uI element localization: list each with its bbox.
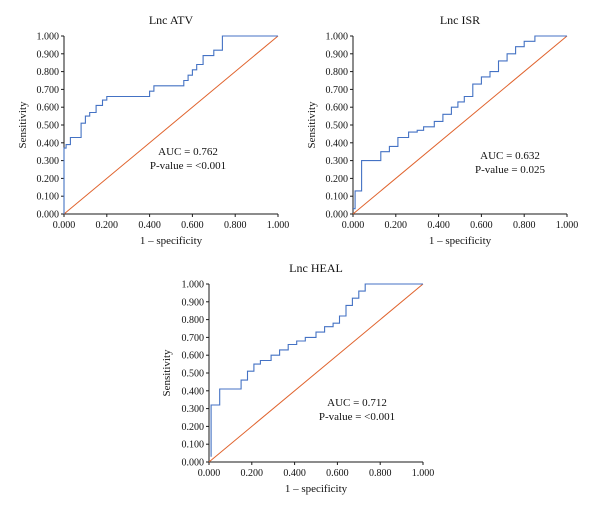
y-axis-label: Sensitivity (161, 349, 173, 397)
y-tick-label: 0.200 (326, 174, 349, 185)
y-axis-label: Sensitivity (306, 101, 318, 149)
y-tick-label: 0.100 (326, 192, 349, 203)
roc-curve-line (210, 283, 423, 457)
x-tick-label: 0.800 (369, 468, 392, 479)
y-tick-label: 0.900 (326, 49, 349, 60)
panel-lnc-isr: Lnc ISR Sensitivity 1 – specificity AUC … (306, 13, 578, 247)
chart-title: Lnc ATV (149, 13, 194, 27)
auc-annotation: AUC = 0.712 (327, 397, 387, 409)
y-tick-label: 0.200 (37, 174, 60, 185)
auc-annotation: AUC = 0.762 (158, 146, 218, 158)
reference-diagonal-line (352, 35, 568, 215)
x-tick-label: 0.800 (224, 220, 247, 231)
x-tick-label: 0.200 (241, 468, 264, 479)
y-tick-label: 0.200 (182, 422, 205, 433)
y-tick-label: 0.500 (182, 369, 205, 380)
y-tick-label: 0.500 (37, 121, 60, 132)
y-tick-label: 0.700 (326, 85, 349, 96)
x-tick-label: 0.800 (513, 220, 536, 231)
x-tick-label: 0.400 (427, 220, 450, 231)
y-tick-label: 0.400 (182, 386, 205, 397)
y-tick-label: 0.300 (182, 404, 205, 415)
x-tick-label: 1.000 (267, 220, 290, 231)
y-tick-label: 0.100 (37, 192, 60, 203)
pvalue-annotation: P-value = <0.001 (319, 411, 395, 423)
panel-lnc-atv: Lnc ATV Sensitivity 1 – specificity AUC … (17, 13, 289, 247)
x-tick-label: 1.000 (556, 220, 579, 231)
x-tick-label: 0.400 (283, 468, 306, 479)
x-tick-label: 0.000 (198, 468, 221, 479)
y-tick-label: 0.400 (326, 138, 349, 149)
y-tick-label: 0.300 (37, 156, 60, 167)
y-tick-label: 0.900 (182, 297, 205, 308)
y-tick-label: 0.600 (182, 351, 205, 362)
x-tick-label: 0.200 (96, 220, 119, 231)
y-tick-label: 0.300 (326, 156, 349, 167)
y-tick-label: 0.800 (326, 67, 349, 78)
y-tick-label: 0.700 (182, 333, 205, 344)
y-tick-label: 0.600 (37, 103, 60, 114)
x-tick-label: 0.400 (138, 220, 161, 231)
pvalue-annotation: P-value = 0.025 (475, 164, 546, 176)
x-tick-label: 0.600 (326, 468, 349, 479)
x-axis-label: 1 – specificity (429, 235, 492, 247)
x-tick-label: 1.000 (412, 468, 435, 479)
y-tick-label: 0.000 (182, 458, 205, 469)
roc-curve-line (63, 35, 278, 214)
y-axis-label: Sensitivity (17, 101, 29, 149)
y-tick-label: 0.800 (37, 67, 60, 78)
chart-title: Lnc HEAL (289, 261, 343, 275)
reference-diagonal-line (208, 283, 424, 463)
x-tick-label: 0.000 (342, 220, 365, 231)
x-tick-label: 0.200 (385, 220, 408, 231)
y-tick-label: 1.000 (37, 32, 60, 43)
y-tick-label: 0.600 (326, 103, 349, 114)
x-tick-label: 0.600 (181, 220, 204, 231)
x-axis-label: 1 – specificity (285, 483, 348, 495)
y-tick-label: 0.400 (37, 138, 60, 149)
y-tick-label: 0.800 (182, 315, 205, 326)
y-tick-label: 0.700 (37, 85, 60, 96)
chart-title: Lnc ISR (440, 13, 480, 27)
pvalue-annotation: P-value = <0.001 (150, 160, 226, 172)
x-axis-label: 1 – specificity (140, 235, 203, 247)
y-tick-label: 0.000 (37, 210, 60, 221)
y-tick-label: 1.000 (182, 280, 205, 291)
y-tick-label: 0.000 (326, 210, 349, 221)
y-tick-label: 0.900 (37, 49, 60, 60)
reference-diagonal-line (63, 35, 279, 215)
x-tick-label: 0.600 (470, 220, 493, 231)
x-tick-label: 0.000 (53, 220, 76, 231)
y-tick-label: 1.000 (326, 32, 349, 43)
roc-curve-line (353, 35, 567, 210)
y-tick-label: 0.100 (182, 440, 205, 451)
y-tick-label: 0.500 (326, 121, 349, 132)
panel-lnc-heal: Lnc HEAL Sensitivity 1 – specificity AUC… (161, 261, 434, 495)
auc-annotation: AUC = 0.632 (480, 150, 540, 162)
